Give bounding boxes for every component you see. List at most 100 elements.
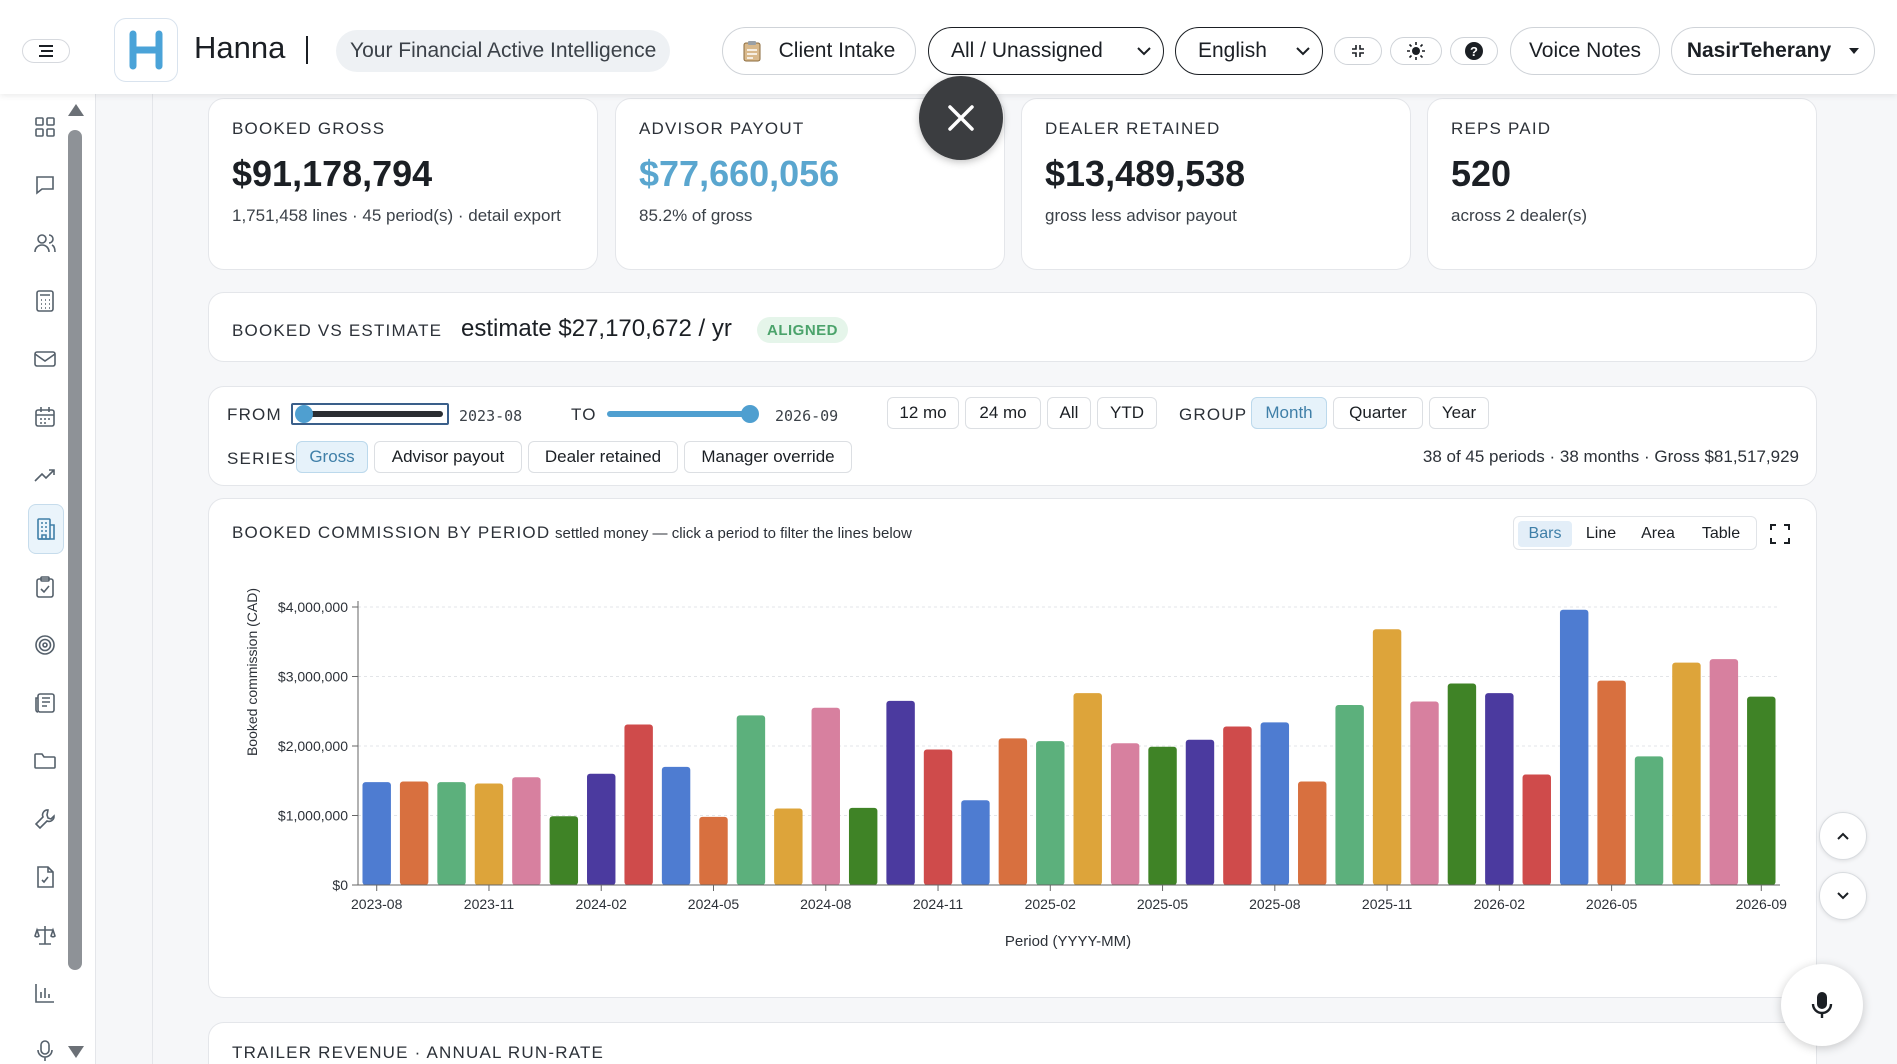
sidebar-item-calculator[interactable] xyxy=(28,284,62,318)
sidebar-item-tasks[interactable] xyxy=(28,570,62,604)
main-edge xyxy=(152,94,153,1064)
trailer-revenue-panel: TRAILER REVENUE · ANNUAL RUN-RATE xyxy=(208,1022,1817,1064)
trend-icon xyxy=(34,469,55,482)
help-button[interactable]: ? xyxy=(1450,37,1498,65)
app-header: Hanna Your Financial Active Intelligence… xyxy=(0,0,1897,94)
chart-panel: BOOKED COMMISSION BY PERIOD settled mone… xyxy=(208,498,1817,998)
chart-view-switch: Bars Line Area Table xyxy=(1513,516,1757,550)
assignee-select-value: All / Unassigned xyxy=(951,39,1103,62)
microphone-icon xyxy=(37,1040,53,1061)
from-label: FROM xyxy=(227,405,282,424)
file-check-icon xyxy=(37,866,54,888)
stat-card-dealer-retained: DEALER RETAINED $13,489,538 gross less a… xyxy=(1021,98,1411,270)
brand-divider xyxy=(306,36,308,64)
sidebar-item-tools[interactable] xyxy=(28,802,62,836)
series-chip-gross[interactable]: Gross xyxy=(296,441,368,473)
client-intake-button[interactable]: Client Intake xyxy=(722,27,916,75)
to-slider-track xyxy=(607,411,757,417)
view-table-button[interactable]: Table xyxy=(1701,525,1741,542)
stat-sub: 1,751,458 lines · 45 period(s) · detail … xyxy=(232,206,561,225)
app-logo[interactable] xyxy=(114,18,178,82)
close-icon xyxy=(948,105,974,131)
stat-label: DEALER RETAINED xyxy=(1045,119,1221,138)
menu-toggle-button[interactable] xyxy=(22,39,70,63)
mail-icon xyxy=(34,351,56,367)
series-chip-dealer-retained[interactable]: Dealer retained xyxy=(528,441,678,473)
scroll-up-button[interactable] xyxy=(1819,812,1867,860)
sidebar-item-calendar[interactable] xyxy=(28,400,62,434)
filters-card: FROM 2023-08 TO 2026-09 12 mo 24 mo All … xyxy=(208,386,1817,486)
calculator-icon xyxy=(36,290,54,312)
range-chip-24mo[interactable]: 24 mo xyxy=(965,397,1041,429)
group-chip-month[interactable]: Month xyxy=(1251,397,1327,429)
sidebar-item-compliance[interactable] xyxy=(28,918,62,952)
to-value: 2026-09 xyxy=(775,407,839,425)
sidebar-item-documents[interactable] xyxy=(28,860,62,894)
series-chip-advisor-payout[interactable]: Advisor payout xyxy=(374,441,522,473)
group-chip-quarter[interactable]: Quarter xyxy=(1333,397,1423,429)
stat-card-reps-paid: REPS PAID 520 across 2 dealer(s) xyxy=(1427,98,1817,270)
view-line-button[interactable]: Line xyxy=(1585,525,1617,542)
to-slider[interactable] xyxy=(607,403,763,425)
fullscreen-button[interactable] xyxy=(1770,524,1790,544)
chevron-down-icon xyxy=(1137,47,1151,56)
stat-card-booked-gross: BOOKED GROSS $91,178,794 1,751,458 lines… xyxy=(208,98,598,270)
sidebar-scroll-down-arrow[interactable] xyxy=(68,1046,84,1058)
scroll-down-button[interactable] xyxy=(1819,872,1867,920)
group-label: GROUP xyxy=(1179,405,1248,424)
building-icon xyxy=(37,518,55,540)
sidebar-item-chat[interactable] xyxy=(28,168,62,202)
sidebar-item-goals[interactable] xyxy=(28,628,62,662)
sidebar-item-mail[interactable] xyxy=(28,342,62,376)
to-slider-thumb[interactable] xyxy=(741,405,759,423)
from-slider[interactable] xyxy=(291,403,449,425)
voice-input-button[interactable] xyxy=(1781,964,1863,1046)
view-area-button[interactable]: Area xyxy=(1641,525,1675,542)
calendar-icon xyxy=(35,407,55,427)
sidebar-item-dashboard[interactable] xyxy=(28,110,62,144)
assignee-select[interactable]: All / Unassigned xyxy=(928,27,1164,75)
stat-label: BOOKED GROSS xyxy=(232,119,386,138)
close-overlay-button[interactable] xyxy=(919,76,1003,160)
fullscreen-icon xyxy=(1770,524,1790,544)
stat-label: ADVISOR PAYOUT xyxy=(639,119,805,138)
period-summary: 38 of 45 periods · 38 months · Gross $81… xyxy=(1422,447,1799,466)
voice-notes-button[interactable]: Voice Notes xyxy=(1510,27,1660,75)
chat-icon xyxy=(36,176,54,195)
sun-icon xyxy=(1407,42,1425,60)
sidebar-item-voice[interactable] xyxy=(28,1034,62,1064)
caret-down-icon xyxy=(1849,48,1860,54)
from-slider-thumb[interactable] xyxy=(295,405,313,423)
view-bars-button[interactable]: Bars xyxy=(1518,521,1572,547)
microphone-icon xyxy=(1811,992,1833,1018)
range-chip-12mo[interactable]: 12 mo xyxy=(887,397,959,429)
theme-toggle-button[interactable] xyxy=(1390,37,1442,65)
sidebar-item-users[interactable] xyxy=(28,226,62,260)
sidebar-item-reports[interactable] xyxy=(28,976,62,1010)
booked-vs-estimate-card: BOOKED VS ESTIMATE estimate $27,170,672 … xyxy=(208,292,1817,362)
scale-icon xyxy=(34,926,56,945)
sidebar-item-files[interactable] xyxy=(28,744,62,778)
sidebar-scroll-up-arrow[interactable] xyxy=(68,104,84,116)
sidebar-item-news[interactable] xyxy=(28,686,62,720)
sidebar-item-commissions[interactable] xyxy=(28,504,64,554)
group-chip-year[interactable]: Year xyxy=(1429,397,1489,429)
sidebar-scrollbar[interactable] xyxy=(68,130,82,970)
chart-subtitle: settled money — click a period to filter… xyxy=(555,525,912,542)
aligned-badge: ALIGNED xyxy=(757,317,848,343)
series-chip-manager-override[interactable]: Manager override xyxy=(684,441,852,473)
chevron-down-icon xyxy=(1837,892,1849,900)
dashboard-icon xyxy=(35,117,55,137)
stat-value: 520 xyxy=(1451,153,1512,194)
sidebar-item-trends[interactable] xyxy=(28,458,62,492)
clipboard-check-icon xyxy=(36,576,54,598)
hamburger-icon xyxy=(39,45,53,57)
bar-chart-icon xyxy=(35,984,54,1003)
range-chip-all[interactable]: All xyxy=(1047,397,1091,429)
user-menu-button[interactable]: NasirTeherany xyxy=(1671,27,1875,75)
range-chip-ytd[interactable]: YTD xyxy=(1097,397,1157,429)
target-icon xyxy=(35,635,55,655)
language-select[interactable]: English xyxy=(1175,27,1323,75)
collapse-button[interactable] xyxy=(1334,37,1382,65)
user-name: NasirTeherany xyxy=(1686,39,1832,62)
